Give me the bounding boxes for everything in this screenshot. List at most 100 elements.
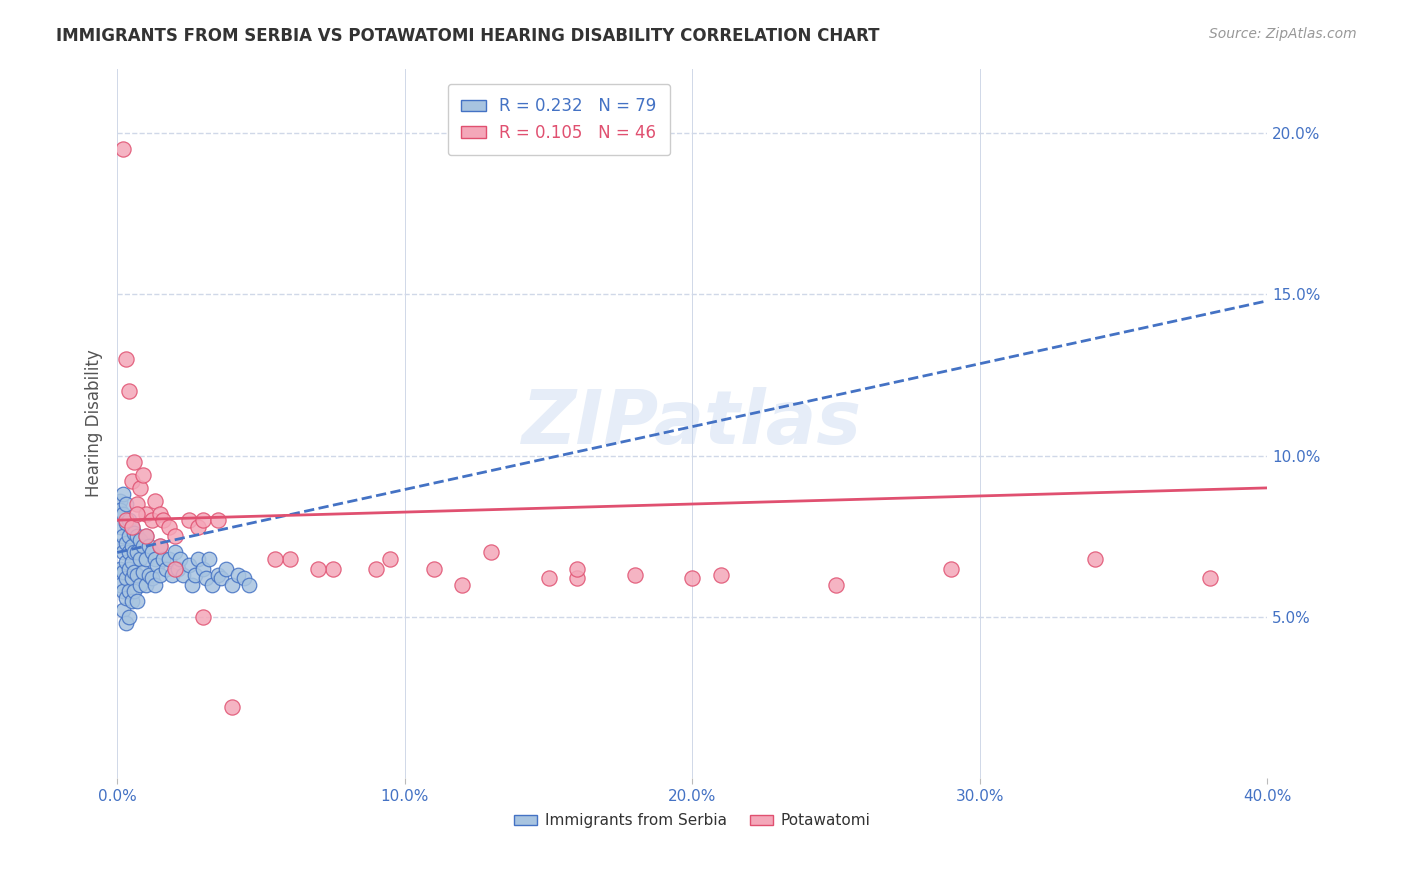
Point <box>118 384 141 398</box>
Point <box>160 568 183 582</box>
Point <box>141 513 163 527</box>
Point <box>149 507 172 521</box>
Point <box>149 568 172 582</box>
Point <box>111 142 134 156</box>
Point <box>127 594 149 608</box>
Text: Source: ZipAtlas.com: Source: ZipAtlas.com <box>1209 27 1357 41</box>
Point <box>121 475 143 489</box>
Point <box>422 561 444 575</box>
Point <box>129 481 152 495</box>
Point <box>163 545 186 559</box>
Point <box>152 513 174 527</box>
Point <box>111 487 134 501</box>
Point <box>380 552 402 566</box>
Point <box>111 565 134 579</box>
Point <box>177 513 200 527</box>
Point <box>108 503 131 517</box>
Legend: Immigrants from Serbia, Potawatomi: Immigrants from Serbia, Potawatomi <box>508 807 876 834</box>
Point <box>129 577 152 591</box>
Point <box>141 545 163 559</box>
Point <box>1084 552 1107 566</box>
Point <box>166 561 188 575</box>
Point <box>207 568 229 582</box>
Point <box>127 529 149 543</box>
Point <box>198 552 221 566</box>
Point <box>114 591 136 605</box>
Point <box>111 529 134 543</box>
Point <box>121 594 143 608</box>
Point <box>201 577 224 591</box>
Point <box>157 519 180 533</box>
Point <box>135 507 157 521</box>
Point <box>172 568 194 582</box>
Point <box>177 558 200 573</box>
Point <box>124 526 146 541</box>
Point <box>232 571 254 585</box>
Point <box>114 497 136 511</box>
Point <box>825 577 848 591</box>
Point <box>537 571 560 585</box>
Point <box>108 577 131 591</box>
Point <box>124 545 146 559</box>
Point <box>264 552 287 566</box>
Point <box>149 539 172 553</box>
Point <box>114 616 136 631</box>
Point <box>308 561 330 575</box>
Point <box>108 561 131 575</box>
Point <box>567 561 589 575</box>
Point <box>124 565 146 579</box>
Point <box>114 513 136 527</box>
Point <box>163 529 186 543</box>
Point <box>108 539 131 553</box>
Point <box>127 507 149 521</box>
Point <box>226 568 249 582</box>
Point <box>127 545 149 559</box>
Point <box>143 552 166 566</box>
Point <box>135 529 157 543</box>
Point <box>132 565 155 579</box>
Point <box>108 493 131 508</box>
Point <box>184 568 207 582</box>
Point <box>215 561 238 575</box>
Point <box>108 519 131 533</box>
Point <box>193 561 215 575</box>
Point <box>127 568 149 582</box>
Point <box>114 351 136 366</box>
Point <box>451 577 474 591</box>
Point <box>193 610 215 624</box>
Point <box>169 552 191 566</box>
Point <box>111 584 134 599</box>
Point <box>135 552 157 566</box>
Point <box>121 519 143 533</box>
Point <box>322 561 344 575</box>
Point <box>1199 571 1222 585</box>
Point <box>118 561 141 575</box>
Point <box>111 545 134 559</box>
Point <box>479 545 502 559</box>
Point <box>149 539 172 553</box>
Point <box>118 610 141 624</box>
Point <box>129 533 152 547</box>
Point <box>135 529 157 543</box>
Point <box>118 513 141 527</box>
Point <box>124 584 146 599</box>
Point <box>143 577 166 591</box>
Point <box>143 493 166 508</box>
Point <box>209 571 232 585</box>
Point <box>138 539 160 553</box>
Point <box>132 539 155 553</box>
Point <box>221 577 243 591</box>
Point <box>114 516 136 531</box>
Point <box>195 571 218 585</box>
Point <box>187 552 209 566</box>
Point <box>624 568 647 582</box>
Point <box>138 568 160 582</box>
Point <box>114 535 136 549</box>
Point <box>681 571 703 585</box>
Point <box>278 552 301 566</box>
Point <box>118 545 141 559</box>
Point <box>146 558 169 573</box>
Point <box>207 513 229 527</box>
Point <box>111 603 134 617</box>
Point <box>114 571 136 585</box>
